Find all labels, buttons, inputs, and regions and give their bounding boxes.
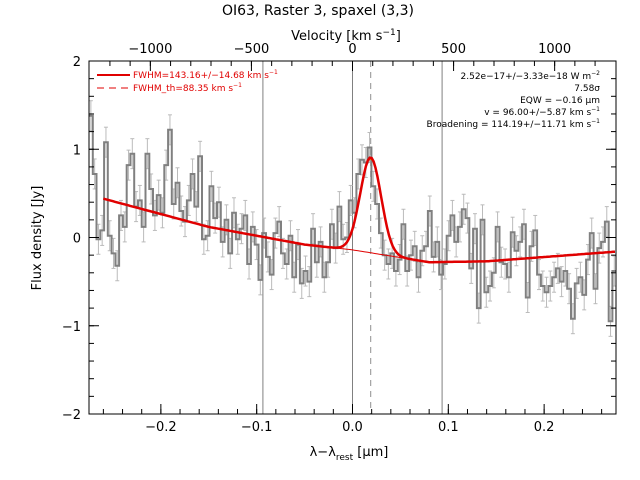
chart-title: OI63, Raster 3, spaxel (3,3): [222, 3, 414, 19]
x-axis-label-main: λ−λ: [310, 445, 337, 460]
data-step-line: [89, 114, 616, 323]
top-tick-label: −500: [234, 42, 270, 57]
x-tick-label: −0.1: [241, 420, 273, 435]
top-axis-label: Velocity [km s−1]: [291, 28, 401, 44]
legend-label-fwhm-th: FWHM_th=88.35 km s−1: [133, 82, 242, 94]
x-axis-label-sub: rest: [336, 453, 354, 463]
x-tick-label: 0.0: [342, 420, 363, 435]
y-tick-label: −1: [62, 320, 81, 335]
top-tick-label: −1000: [128, 42, 172, 57]
x-tick-label: 0.2: [534, 420, 555, 435]
annotations: 2.52e−17+/−3.33e−18 W m−2 7.58σ EQW = −0…: [427, 70, 601, 130]
annotation-velocity: v = 96.00+/−5.87 km s−1: [484, 106, 600, 118]
top-tick-label: 1000: [538, 42, 571, 57]
y-axis-label: Flux density [Jy]: [30, 186, 45, 291]
top-tick-label: 500: [441, 42, 466, 57]
x-tick-label: −0.2: [145, 420, 177, 435]
annotation-significance: 7.58σ: [574, 84, 600, 94]
axis-ticks: −0.2 −0.1 0.0 0.1 0.2 −2 −1 0 1 2 −1000 −500 0 500 100…: [62, 42, 616, 435]
total-fit-line: [103, 156, 616, 264]
annotation-flux: 2.52e−17+/−3.33e−18 W m−2: [461, 70, 601, 82]
top-tick-label: 0: [348, 42, 356, 57]
fit-curves: [103, 156, 616, 264]
legend-label-fwhm: FWHM=143.16+/−14.68 km s−1: [133, 69, 278, 81]
top-axis-label-sup: −1: [382, 28, 395, 38]
x-axis-label: λ−λrest [μm]: [310, 445, 389, 463]
legend: FWHM=143.16+/−14.68 km s−1 FWHM_th=88.35…: [97, 69, 278, 94]
y-tick-label: −2: [62, 408, 81, 423]
y-tick-label: 1: [73, 143, 81, 158]
reference-lines: [262, 61, 443, 414]
annotation-eqw: EQW = −0.16 μm: [520, 96, 600, 106]
annotation-broadening: Broadening = 114.19+/−11.71 km s−1: [427, 118, 601, 130]
x-tick-label: 0.1: [438, 420, 459, 435]
y-tick-label: 0: [73, 232, 81, 247]
y-tick-label: 2: [73, 55, 81, 70]
top-axis-label-main: Velocity [km s: [291, 29, 383, 44]
top-axis-label-end: ]: [396, 29, 401, 44]
x-axis-label-unit: [μm]: [353, 445, 388, 460]
